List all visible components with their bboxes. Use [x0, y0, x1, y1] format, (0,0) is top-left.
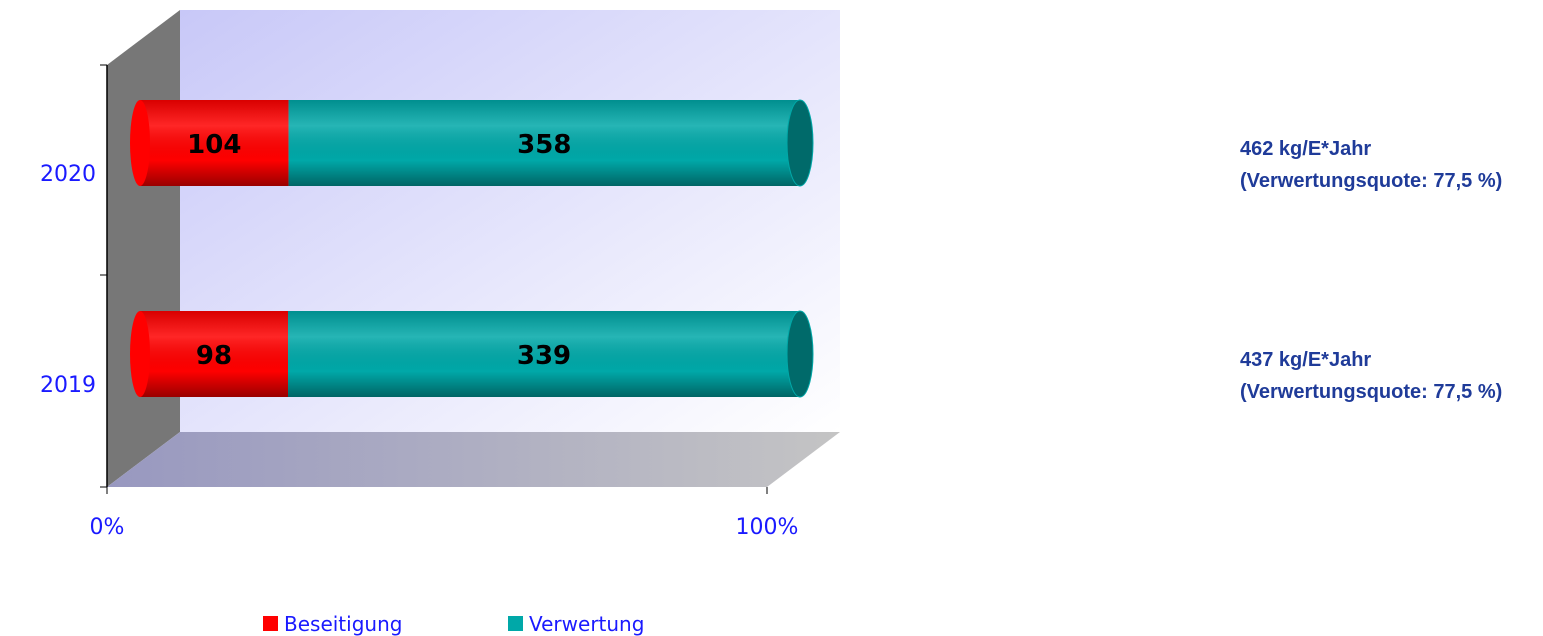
bar-cap-left: [130, 100, 150, 186]
y-tick-label: 2019: [40, 373, 96, 398]
bar-cap-right: [786, 99, 814, 187]
legend-swatch: [263, 616, 278, 631]
bar-shade: [140, 100, 289, 186]
data-label: 104: [187, 130, 241, 160]
annotation: 437 kg/E*Jahr: [1240, 349, 1371, 371]
bar-cap-right: [786, 310, 814, 398]
x-tick-label: 0%: [90, 515, 125, 540]
data-label: 358: [517, 130, 571, 160]
legend-swatch: [508, 616, 523, 631]
legend-label: Verwertung: [529, 612, 644, 636]
legend-label: Beseitigung: [284, 612, 402, 636]
x-tick-label: 100%: [736, 515, 799, 540]
bar-shade: [140, 311, 289, 397]
data-label: 98: [196, 341, 232, 371]
bar-shade: [288, 311, 800, 397]
annotation: (Verwertungsquote: 77,5 %): [1240, 170, 1502, 192]
bar-cap-left: [130, 311, 150, 397]
annotation: (Verwertungsquote: 77,5 %): [1240, 381, 1502, 403]
floor: [107, 432, 840, 487]
side-wall: [107, 10, 180, 487]
y-tick-label: 2020: [40, 162, 96, 187]
bar-shade: [288, 100, 800, 186]
annotation: 462 kg/E*Jahr: [1240, 138, 1371, 160]
data-label: 339: [517, 341, 571, 371]
